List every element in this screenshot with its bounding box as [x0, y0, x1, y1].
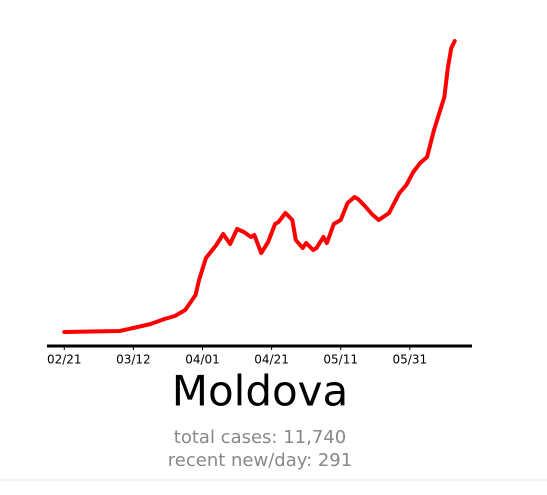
x-tick-label: 04/01 [185, 353, 220, 367]
chart-title: Moldova [172, 367, 349, 416]
x-tick-label: 02/21 [47, 353, 82, 367]
line [62, 39, 457, 334]
total-cases: total cases: 11,740 [174, 427, 346, 448]
x-tick-label: 05/31 [393, 353, 428, 367]
x-tick-label: 03/12 [116, 353, 151, 367]
x-tick-label: 05/11 [323, 353, 358, 367]
recent-per-day: recent new/day: 291 [168, 450, 352, 471]
x-tick-label: 04/21 [254, 353, 289, 367]
